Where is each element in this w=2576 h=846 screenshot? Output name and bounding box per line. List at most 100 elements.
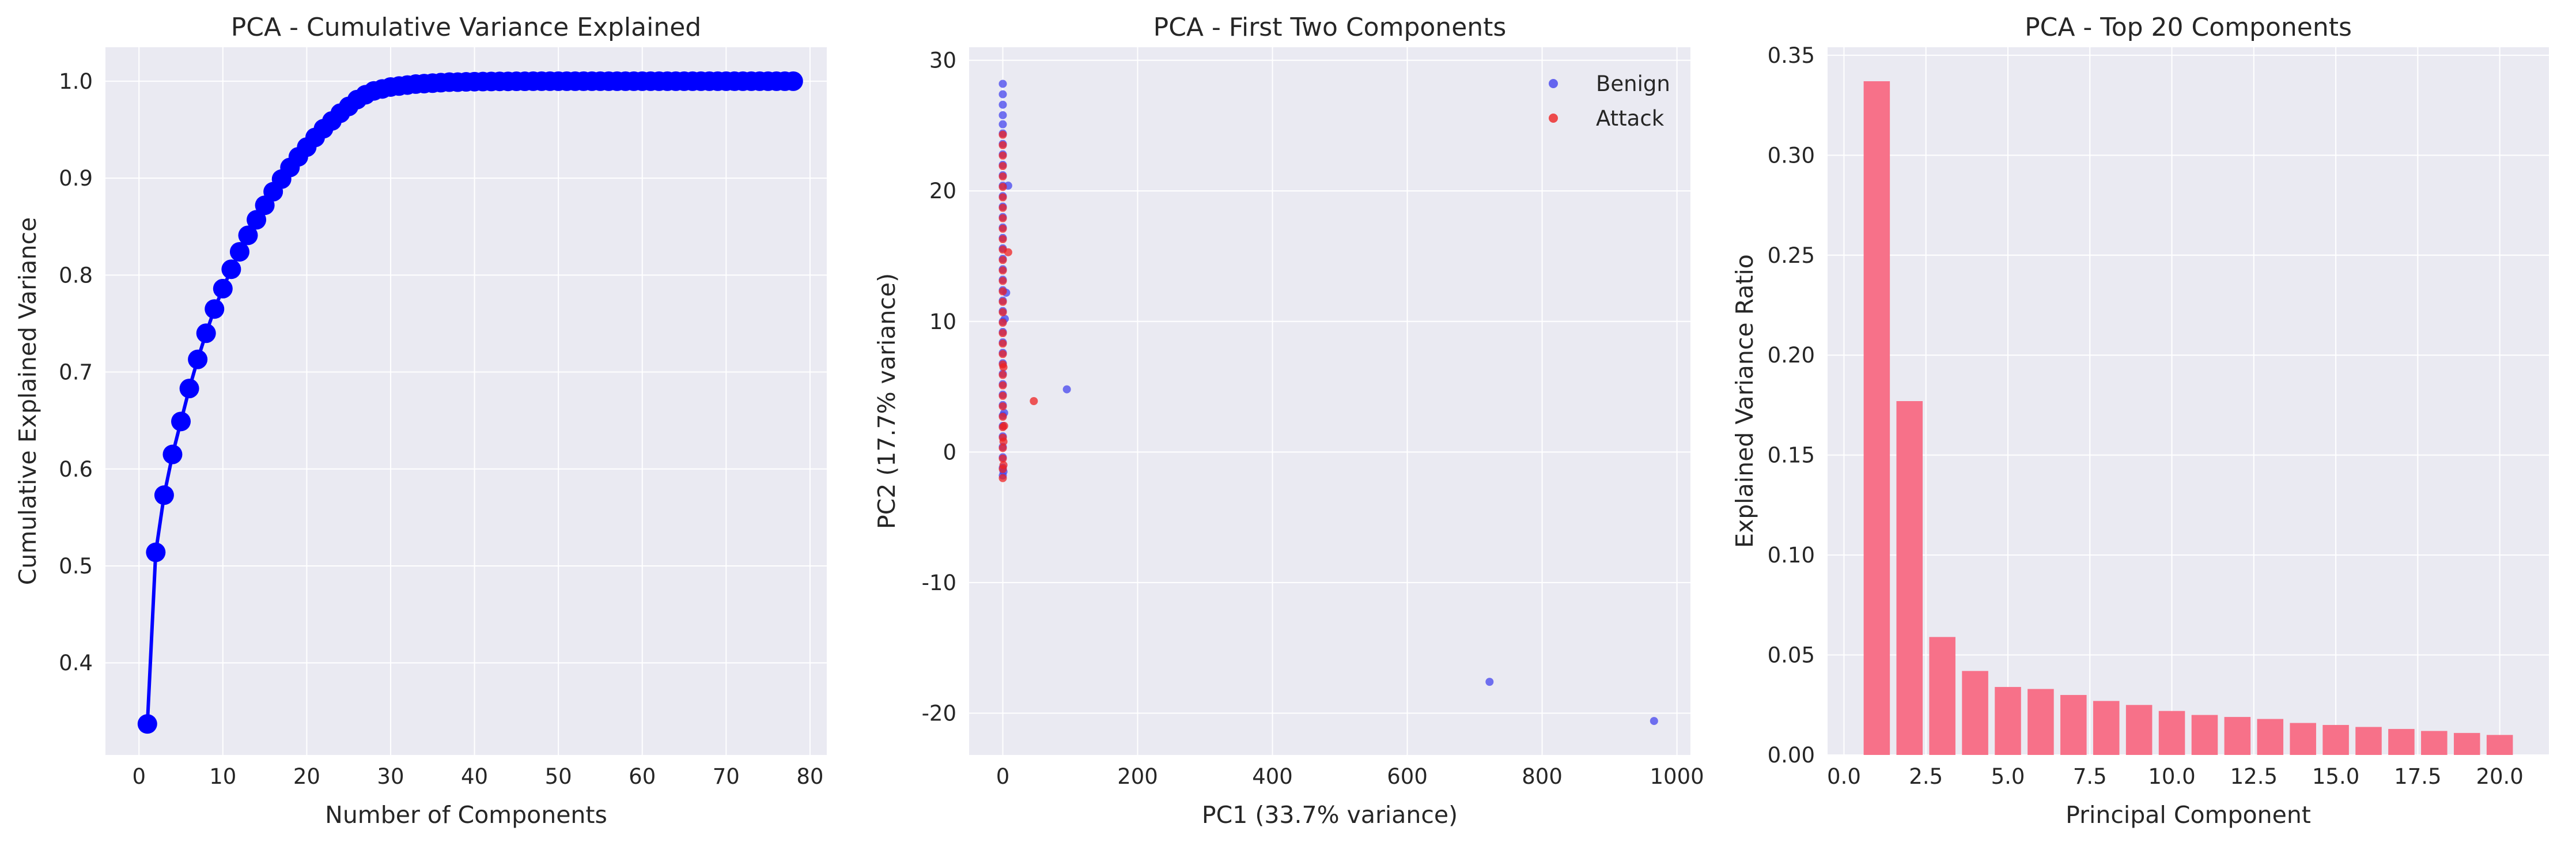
data-point-attack <box>999 363 1008 372</box>
y-tick-label: 0.6 <box>59 457 93 482</box>
x-tick-label: 0 <box>996 764 1010 789</box>
ticks: 0 10 20 30 40 50 60 70 80 0.4 0.5 0.6 0.7 0.8 0.9 1.0 <box>59 69 823 789</box>
y-tick-label: 0.35 <box>1768 43 1815 68</box>
x-tick-label: 10 <box>209 764 236 789</box>
y-tick-label: 0.30 <box>1768 143 1815 168</box>
bar <box>1995 687 2021 755</box>
bar <box>2453 732 2480 755</box>
plot-area <box>105 47 827 755</box>
data-point-benign <box>1650 717 1658 726</box>
data-point <box>213 278 233 299</box>
y-tick-label: 0.8 <box>59 263 93 288</box>
data-point-attack <box>998 413 1007 421</box>
x-tick-label: 10.0 <box>2148 764 2195 789</box>
bar <box>2290 723 2316 755</box>
bar <box>2224 717 2251 755</box>
bar <box>2257 719 2284 755</box>
x-tick-label: 30 <box>377 764 404 789</box>
y-tick-label: 0.00 <box>1768 743 1815 768</box>
bar <box>2322 724 2349 755</box>
bar <box>2388 728 2415 755</box>
data-point-attack <box>998 277 1007 285</box>
ticks: 0.0 2.5 5.0 7.5 10.0 12.5 15.0 17.5 20.0 0.00 0.05… <box>1768 43 2524 789</box>
data-point <box>137 714 157 734</box>
x-tick-label: 60 <box>629 764 656 789</box>
y-tick-label: 10 <box>929 309 956 334</box>
data-point-attack <box>998 152 1007 160</box>
x-tick-label: 15.0 <box>2312 764 2359 789</box>
y-tick-label: 1.0 <box>59 69 93 94</box>
data-point-benign <box>1485 678 1494 686</box>
data-point-benign <box>1062 385 1071 394</box>
data-point-attack <box>998 203 1007 212</box>
bar <box>2486 735 2513 755</box>
data-point <box>783 71 803 91</box>
chart-title: PCA - First Two Components <box>1153 13 1507 42</box>
data-point-benign <box>998 120 1007 129</box>
data-point <box>238 225 258 246</box>
y-tick-label: 30 <box>929 48 956 73</box>
data-point-attack <box>1030 397 1038 405</box>
x-axis-label: Principal Component <box>2066 801 2311 829</box>
y-tick-label: 0.7 <box>59 360 93 385</box>
data-point-attack <box>998 130 1007 139</box>
bar <box>2421 731 2448 755</box>
y-tick-label: 0.10 <box>1768 543 1815 568</box>
bar <box>1863 81 1890 755</box>
y-tick-label: 0.4 <box>59 651 93 675</box>
x-tick-label: 70 <box>713 764 740 789</box>
panel-cumulative-variance: 0 10 20 30 40 50 60 70 80 0.4 0.5 0.6 0.7 0.8 0.9 1.0 P… <box>14 13 827 829</box>
data-point-attack <box>998 474 1007 482</box>
y-axis-label: Cumulative Explained Variance <box>14 217 41 586</box>
data-point-attack <box>998 297 1007 306</box>
x-tick-label: 20 <box>293 764 320 789</box>
x-tick-label: 600 <box>1387 764 1428 789</box>
x-tick-label: 200 <box>1117 764 1158 789</box>
data-point-attack <box>998 141 1007 149</box>
data-point-attack <box>998 329 1007 338</box>
bar <box>2355 727 2382 755</box>
data-point-attack <box>998 454 1007 463</box>
chart-title: PCA - Cumulative Variance Explained <box>231 13 701 42</box>
legend-marker-attack <box>1549 114 1558 123</box>
data-point-attack <box>998 381 1007 390</box>
data-point <box>229 241 249 262</box>
x-tick-label: 1000 <box>1650 764 1704 789</box>
bar <box>1929 637 1955 755</box>
marks <box>998 80 1658 726</box>
data-point-attack <box>998 183 1007 191</box>
data-point-attack <box>999 437 1008 446</box>
grid <box>969 47 1690 755</box>
x-tick-label: 7.5 <box>2073 764 2107 789</box>
data-point-benign <box>998 100 1007 109</box>
x-tick-label: 20.0 <box>2476 764 2523 789</box>
data-point <box>221 259 241 280</box>
legend: Benign Attack <box>1549 71 1670 131</box>
grid <box>105 47 827 755</box>
x-tick-label: 5.0 <box>1991 764 2025 789</box>
data-point-attack <box>998 266 1007 275</box>
y-tick-label: 0.05 <box>1768 643 1815 668</box>
data-point <box>179 379 199 399</box>
data-point-attack <box>998 371 1007 379</box>
data-point-attack <box>998 402 1007 411</box>
plot-area <box>969 47 1690 755</box>
legend-marker-benign <box>1549 79 1558 88</box>
data-point-attack <box>998 350 1007 358</box>
data-point <box>154 485 174 505</box>
data-point-attack <box>998 308 1007 316</box>
data-point-attack <box>998 339 1007 348</box>
legend-label-attack: Attack <box>1596 106 1665 131</box>
legend-label-benign: Benign <box>1596 71 1670 96</box>
data-point-attack <box>998 172 1007 181</box>
x-tick-label: 400 <box>1252 764 1293 789</box>
bar <box>1896 401 1923 755</box>
grid <box>1828 47 2549 756</box>
data-point <box>247 210 267 230</box>
data-point-attack <box>998 224 1007 233</box>
data-point-attack <box>998 162 1007 171</box>
x-tick-label: 80 <box>796 764 823 789</box>
data-point <box>196 323 216 343</box>
chart-title: PCA - Top 20 Components <box>2025 13 2352 42</box>
